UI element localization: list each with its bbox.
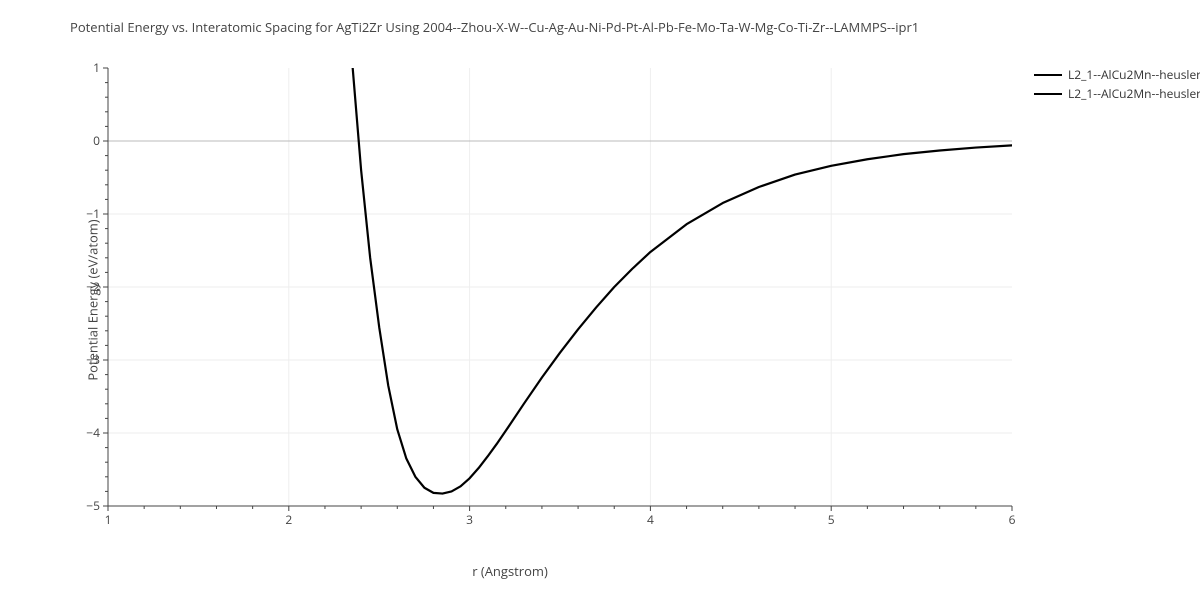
y-tick-label: −4: [86, 424, 100, 441]
x-tick-label: 3: [466, 511, 473, 528]
y-tick-label: 0: [93, 132, 100, 149]
y-tick-label: −2: [86, 278, 100, 295]
x-axis-label: r (Angstrom): [0, 562, 1020, 580]
chart-container: Potential Energy vs. Interatomic Spacing…: [0, 0, 1200, 600]
x-tick-label: 6: [1009, 511, 1016, 528]
legend-label: L2_1--AlCu2Mn--heusler: [1068, 66, 1200, 83]
legend-item[interactable]: L2_1--AlCu2Mn--heusler: [1034, 66, 1200, 83]
legend-item[interactable]: L2_1--AlCu2Mn--heusler: [1034, 85, 1200, 102]
x-tick-label: 1: [105, 511, 112, 528]
x-tick-label: 4: [647, 511, 654, 528]
y-tick-label: −1: [86, 205, 100, 222]
y-tick-label: 1: [93, 62, 100, 76]
chart-title: Potential Energy vs. Interatomic Spacing…: [60, 18, 1160, 36]
y-tick-label: −5: [86, 497, 100, 514]
y-tick-label: −3: [86, 351, 100, 368]
legend: L2_1--AlCu2Mn--heusler L2_1--AlCu2Mn--heu…: [1034, 66, 1200, 104]
legend-swatch: [1034, 93, 1062, 95]
x-tick-label: 2: [285, 511, 292, 528]
series-line: [343, 62, 1012, 494]
legend-swatch: [1034, 74, 1062, 76]
x-tick-label: 5: [828, 511, 835, 528]
legend-label: L2_1--AlCu2Mn--heusler: [1068, 85, 1200, 102]
plot-area: 1 2 3 4 5 6 −5 −4 −3 −2 −1 0 1: [78, 62, 1018, 532]
